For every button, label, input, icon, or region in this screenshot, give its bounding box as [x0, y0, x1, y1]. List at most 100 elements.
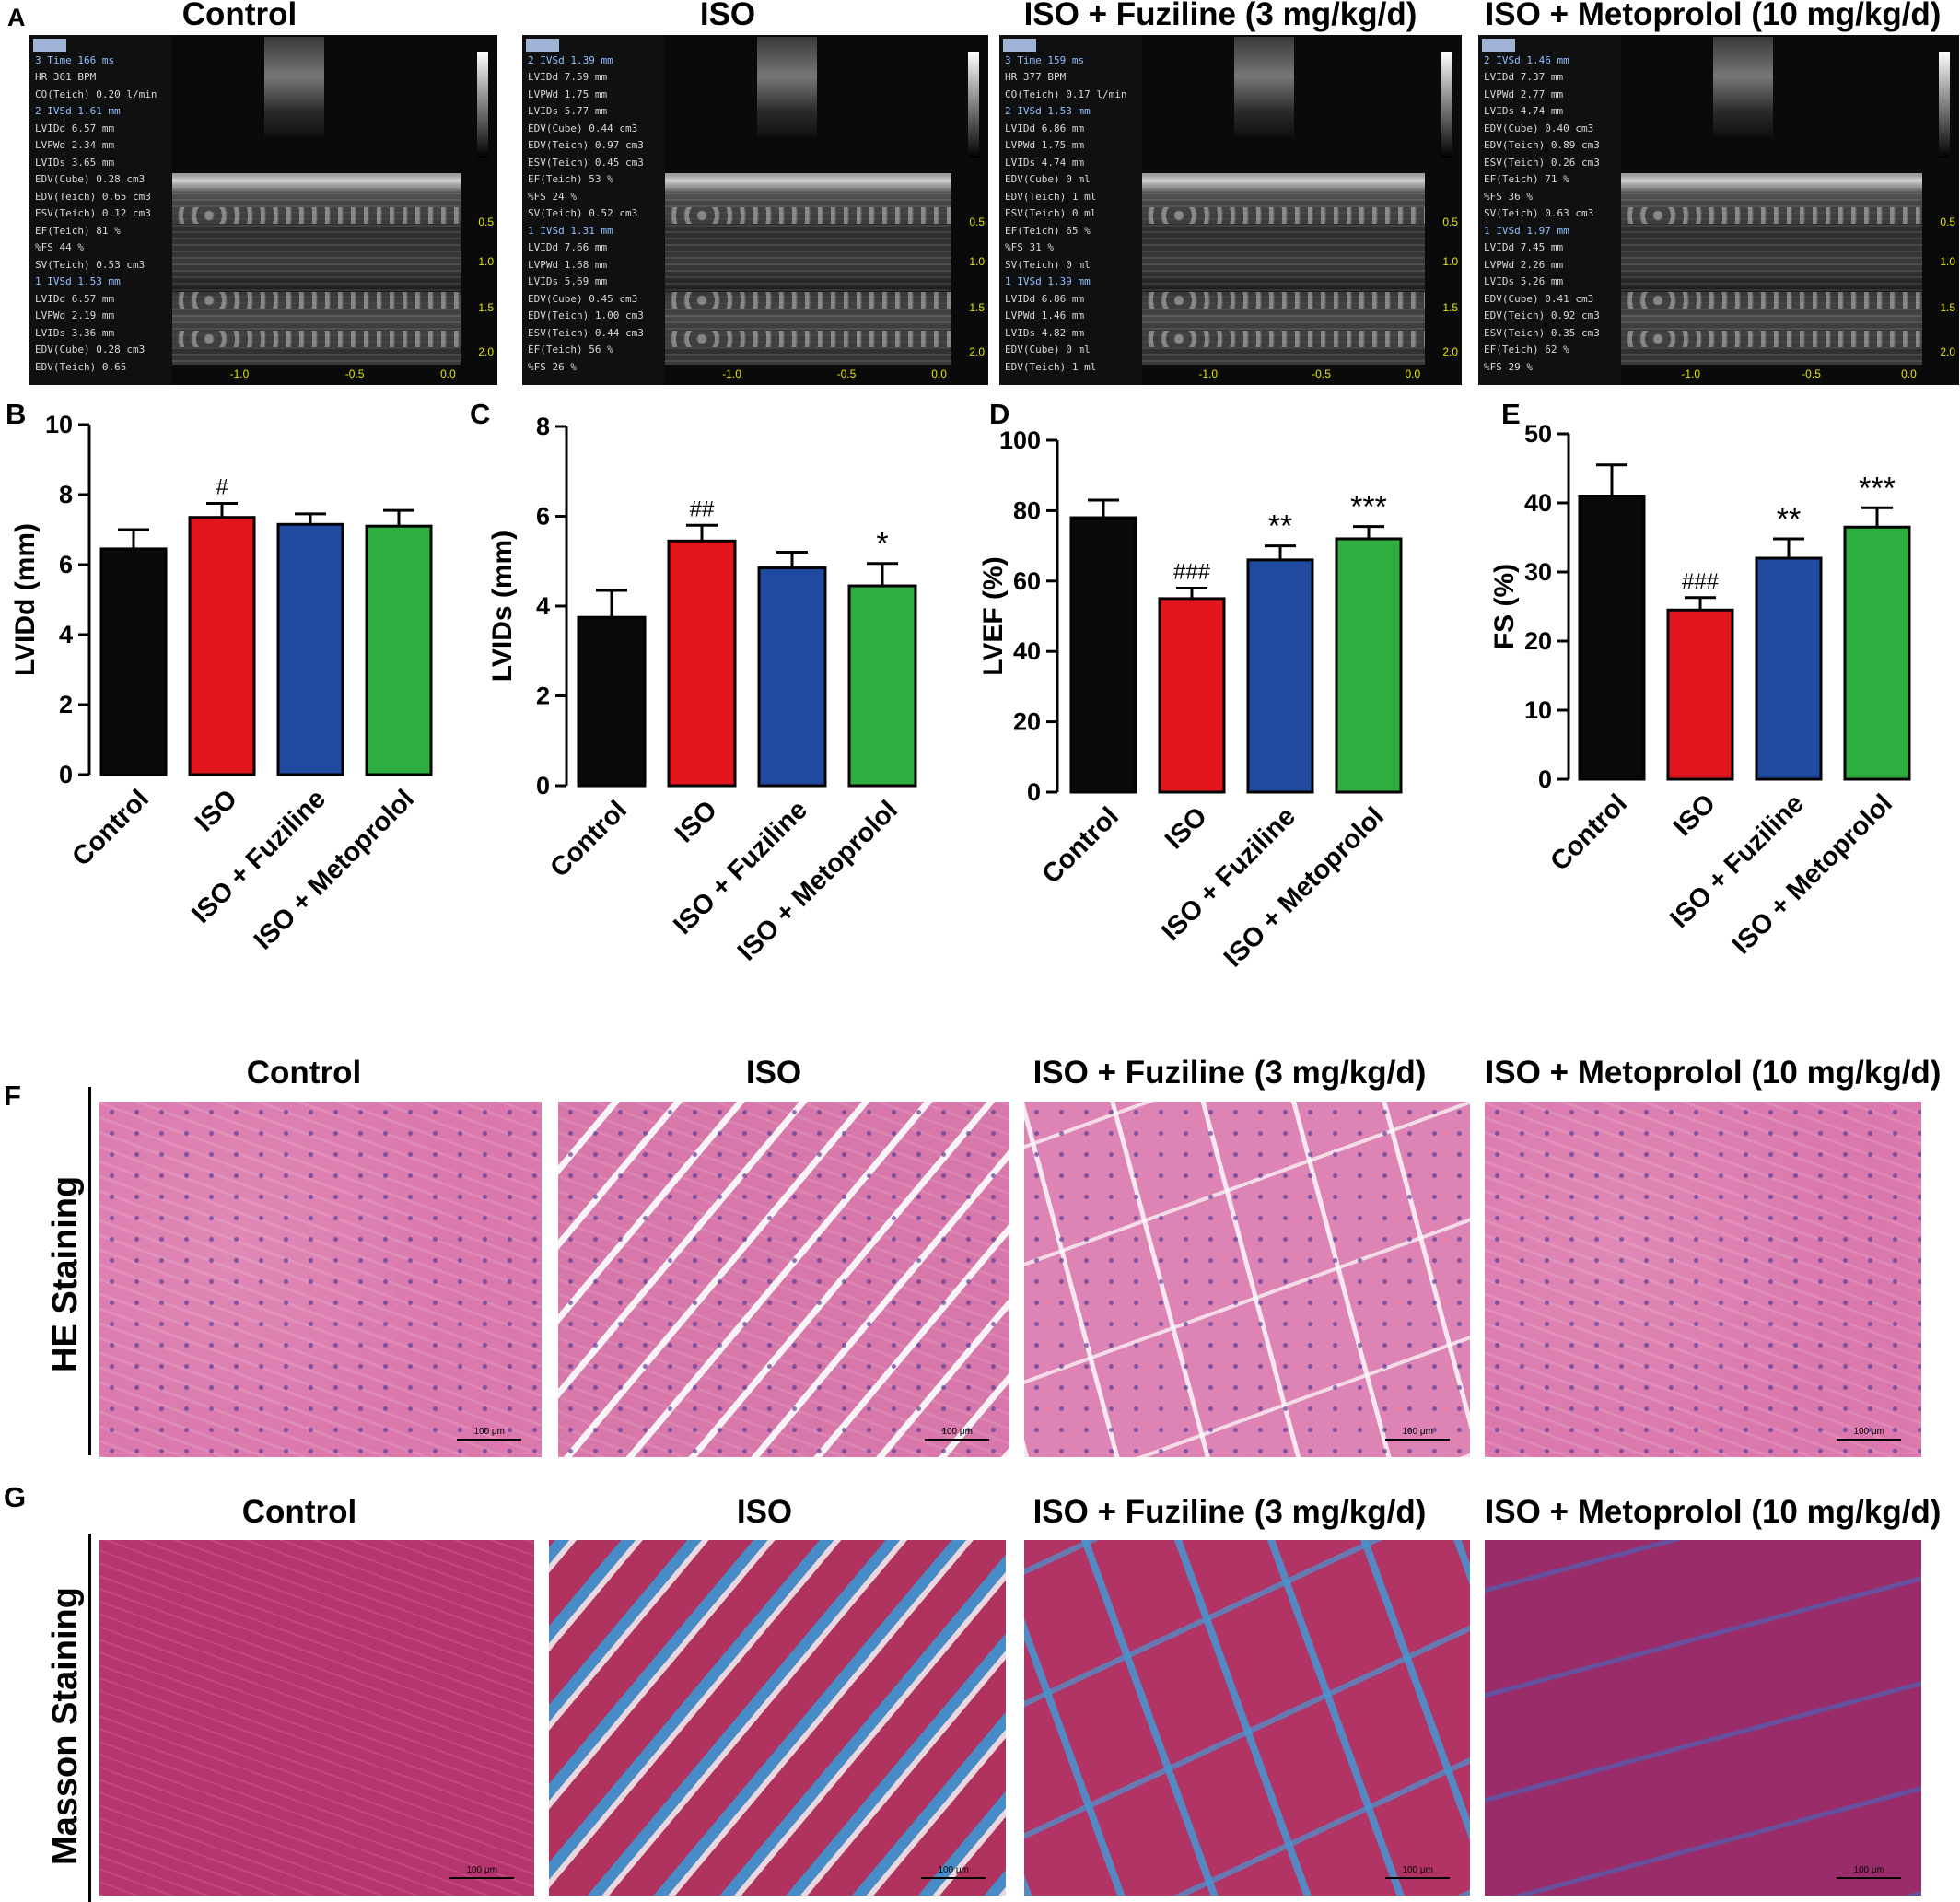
- bar: [1843, 525, 1911, 781]
- bar: [188, 516, 256, 776]
- bar: [577, 615, 647, 788]
- echo-grayscale-bar: [477, 52, 488, 158]
- echo-measurement-row: EDV(Teich) 0.92 cm3: [1484, 309, 1600, 321]
- panel-label-d: D: [989, 398, 1010, 430]
- masson-title-iso: ISO: [736, 1494, 793, 1530]
- x-category-label: Control: [544, 795, 633, 883]
- significance-mark: ##: [690, 496, 715, 521]
- echo-depth-tick: 1.0: [969, 255, 985, 269]
- y-tick-label: 10: [45, 411, 73, 438]
- echo-measurement-row: EDV(Teich) 1 ml: [1005, 360, 1097, 373]
- echo-measurement-row: ESV(Teich) 0.45 cm3: [528, 156, 644, 169]
- echo-measurement-row: ESV(Teich) 0 ml: [1005, 207, 1097, 219]
- echo-grayscale-bar: [968, 52, 979, 158]
- bar: [1578, 495, 1646, 781]
- panel-label-b: B: [6, 398, 27, 430]
- echo-measurement-row: EF(Teich) 62 %: [1484, 344, 1569, 356]
- echo-measurement-row: LVIDd 6.86 mm: [1005, 122, 1085, 134]
- x-category-label: ISO + Metoprolol: [1219, 801, 1390, 973]
- masson-micrograph-metoprolol: 100 μm: [1485, 1540, 1921, 1896]
- he-micrograph-control: 100 μm: [99, 1102, 542, 1457]
- masson-title-fuziline: ISO + Fuziline (3 mg/kg/d): [1032, 1494, 1427, 1530]
- echo-logo-icon: [526, 39, 559, 52]
- echo-measurement-row: LVIDd 6.57 mm: [35, 292, 115, 305]
- significance-mark: *: [876, 527, 888, 562]
- echo-measurement-row: LVIDs 5.26 mm: [1484, 275, 1564, 287]
- masson-title-control: Control: [241, 1494, 357, 1530]
- echo-depth-tick: 1.5: [478, 301, 494, 315]
- echo-measurement-row: LVIDd 7.66 mm: [528, 241, 608, 253]
- x-category-label: ISO: [670, 795, 723, 848]
- y-tick-label: 0: [536, 772, 550, 799]
- y-tick-label: 40: [1524, 489, 1552, 517]
- echo-title-iso: ISO: [699, 0, 756, 32]
- y-tick-label: 20: [1524, 627, 1552, 655]
- echo-measurement-row: EDV(Cube) 0.44 cm3: [528, 122, 638, 134]
- echo-measurement-list: 2 IVSd 1.46 mm LVIDd 7.37 mm LVPWd 2.77 …: [1478, 35, 1621, 385]
- echo-measurement-row: CO(Teich) 0.20 l/min: [35, 88, 158, 100]
- he-bracket-line: [88, 1087, 91, 1455]
- echo-measurement-row: LVIDd 6.57 mm: [35, 122, 115, 134]
- echo-depth-tick: 1.5: [1442, 301, 1458, 315]
- echo-measurement-row: EDV(Teich) 1.00 cm3: [528, 309, 644, 321]
- echo-mmode-trace: [665, 173, 951, 365]
- masson-micrograph-fuziline: 100 μm: [1024, 1540, 1470, 1896]
- echo-measurement-row: LVPWd 2.77 mm: [1484, 88, 1564, 100]
- echo-mmode-trace: [1142, 173, 1425, 365]
- he-staining-label: HE Staining: [46, 1175, 85, 1372]
- echo-measurement-row: LVPWd 1.68 mm: [528, 258, 608, 271]
- echo-measurement-row: EDV(Teich) 0.97 cm3: [528, 139, 644, 151]
- masson-bracket-line: [88, 1534, 91, 1902]
- echo-measurement-row: LVIDd 7.59 mm: [528, 71, 608, 83]
- echo-measurement-row: LVPWd 1.46 mm: [1005, 309, 1085, 321]
- echo-time-axis: -1.0 -0.5 0.0: [1142, 365, 1425, 385]
- echo-depth-tick: 0.5: [478, 215, 494, 228]
- y-axis-title: LVEF (%): [978, 556, 1009, 675]
- echo-measurement-row: LVIDs 3.36 mm: [35, 326, 115, 339]
- echo-mmode-panel: 2 IVSd 1.46 mm LVIDd 7.37 mm LVPWd 2.77 …: [1478, 35, 1959, 385]
- echo-time-tick: 0.0: [440, 368, 456, 380]
- echo-time-tick: -0.5: [836, 368, 857, 380]
- echo-bmode-thumbnail: [264, 37, 324, 136]
- echo-measurement-row: EF(Teich) 81 %: [35, 224, 121, 237]
- echo-depth-tick: 1.5: [1940, 301, 1955, 315]
- echo-measurement-row: HR 361 BPM: [35, 71, 97, 83]
- echo-title-fuziline: ISO + Fuziline (3 mg/kg/d): [1023, 0, 1418, 32]
- bar: [667, 539, 737, 788]
- echo-measurement-row: 1 IVSd 1.53 mm: [35, 275, 121, 287]
- x-category-label: ISO + Metoprolol: [249, 784, 420, 955]
- echo-measurement-row: EDV(Cube) 0.41 cm3: [1484, 292, 1594, 305]
- echo-measurement-row: 2 IVSd 1.61 mm: [35, 105, 121, 117]
- echo-mmode-trace: [172, 173, 461, 365]
- echo-mmode-panel: 2 IVSd 1.39 mm LVIDd 7.59 mm LVPWd 1.75 …: [522, 35, 988, 385]
- echo-measurement-row: SV(Teich) 0.52 cm3: [528, 207, 638, 219]
- y-axis-title: LVIDd (mm): [10, 523, 41, 676]
- echo-measurement-row: EDV(Cube) 0.40 cm3: [1484, 122, 1594, 134]
- echo-bmode-thumbnail: [757, 37, 817, 136]
- panel-label-c: C: [470, 398, 491, 430]
- echo-time-tick: -0.5: [344, 368, 365, 380]
- echo-time-axis: -1.0 -0.5 0.0: [1621, 365, 1922, 385]
- masson-title-metoprolol: ISO + Metoprolol (10 mg/kg/d): [1485, 1494, 1942, 1530]
- echo-time-tick: -1.0: [1198, 368, 1219, 380]
- echo-measurement-row: CO(Teich) 0.17 l/min: [1005, 88, 1127, 100]
- he-micrograph-iso: 100 μm: [558, 1102, 1009, 1457]
- he-title-control: Control: [246, 1055, 362, 1091]
- echo-depth-tick: 2.0: [1442, 345, 1458, 359]
- echo-depth-tick: 1.0: [1940, 255, 1955, 269]
- y-tick-label: 6: [59, 551, 73, 578]
- bar: [1246, 558, 1314, 794]
- y-tick-label: 20: [1013, 708, 1041, 736]
- panel-label-f: F: [4, 1079, 21, 1112]
- significance-mark: ***: [1859, 471, 1896, 506]
- echo-measurement-row: %FS 26 %: [528, 360, 577, 373]
- y-tick-label: 30: [1524, 558, 1552, 586]
- echo-measurement-row: EF(Teich) 71 %: [1484, 173, 1569, 185]
- echo-depth-tick: 2.0: [969, 345, 985, 359]
- echo-logo-icon: [1003, 39, 1036, 52]
- echo-measurement-row: LVIDs 5.69 mm: [528, 275, 608, 287]
- panel-label-a: A: [7, 4, 26, 31]
- echo-depth-tick: 1.5: [969, 301, 985, 315]
- echo-measurement-row: EDV(Cube) 0 ml: [1005, 344, 1091, 356]
